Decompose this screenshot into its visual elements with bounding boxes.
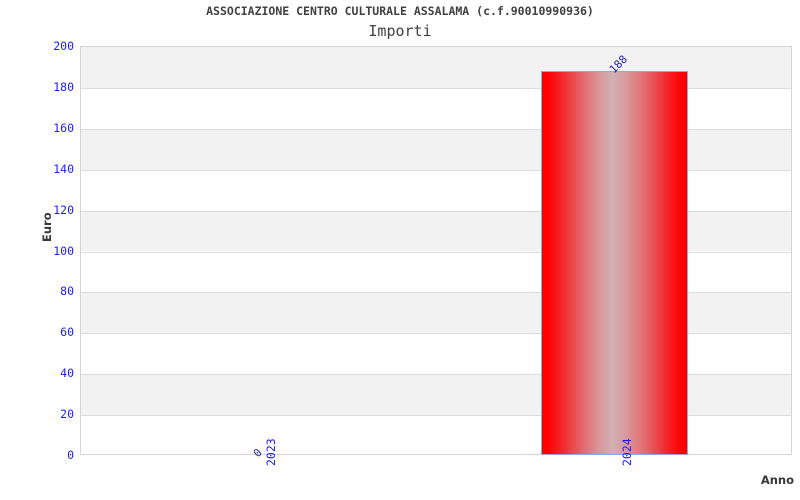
y-axis-title: Euro — [40, 212, 54, 242]
x-tick-label: 2024 — [620, 438, 634, 466]
gridline — [81, 88, 791, 89]
bar[interactable] — [540, 70, 688, 455]
gridline — [81, 333, 791, 334]
bars-layer — [80, 46, 792, 455]
y-axis: 0 20 40 60 80 100 120 140 160 180 200 — [0, 0, 74, 500]
y-tick-label: 80 — [60, 284, 74, 299]
y-tick-label: 160 — [53, 120, 74, 135]
gridline — [81, 415, 791, 416]
gridline — [81, 292, 791, 293]
y-tick-label: 120 — [53, 202, 74, 217]
gridline — [81, 374, 791, 375]
x-axis: 2023 2024 — [80, 438, 792, 500]
chart-subtitle: Importi — [368, 22, 432, 40]
y-tick-label: 100 — [53, 243, 74, 258]
gridline — [81, 170, 791, 171]
y-tick-label: 140 — [53, 161, 74, 176]
gridline — [81, 211, 791, 212]
y-tick-label: 40 — [60, 366, 74, 381]
y-tick-label: 200 — [53, 39, 74, 53]
y-tick-label: 0 — [67, 448, 74, 462]
y-tick-label: 60 — [60, 325, 74, 340]
x-axis-title: Anno — [760, 473, 794, 487]
x-tick-label: 2023 — [264, 438, 278, 466]
y-tick-label: 180 — [53, 79, 74, 94]
gridline — [81, 252, 791, 253]
y-tick-label: 20 — [60, 407, 74, 422]
chart-title: ASSOCIAZIONE CENTRO CULTURALE ASSALAMA (… — [206, 4, 594, 18]
gridline — [81, 129, 791, 130]
